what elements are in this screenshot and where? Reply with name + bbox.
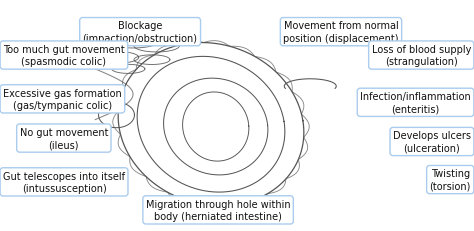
Text: No gut movement
(ileus): No gut movement (ileus) xyxy=(19,127,108,150)
Text: Loss of blood supply
(strangulation): Loss of blood supply (strangulation) xyxy=(372,45,471,67)
Text: Migration through hole within
body (herniated intestine): Migration through hole within body (hern… xyxy=(146,199,291,221)
Text: Movement from normal
position (displacement): Movement from normal position (displacem… xyxy=(283,21,399,44)
Text: Excessive gas formation
(gas/tympanic colic): Excessive gas formation (gas/tympanic co… xyxy=(3,88,122,111)
Text: Gut telescopes into itself
(intussusception): Gut telescopes into itself (intussuscept… xyxy=(3,171,125,193)
Text: Twisting
(torsion): Twisting (torsion) xyxy=(429,169,471,191)
Text: Develops ulcers
(ulceration): Develops ulcers (ulceration) xyxy=(393,131,471,153)
Text: Too much gut movement
(spasmodic colic): Too much gut movement (spasmodic colic) xyxy=(3,45,125,67)
Text: Blockage
(impaction/obstruction): Blockage (impaction/obstruction) xyxy=(82,21,198,44)
Text: Infection/inflammation
(enteritis): Infection/inflammation (enteritis) xyxy=(360,92,471,114)
